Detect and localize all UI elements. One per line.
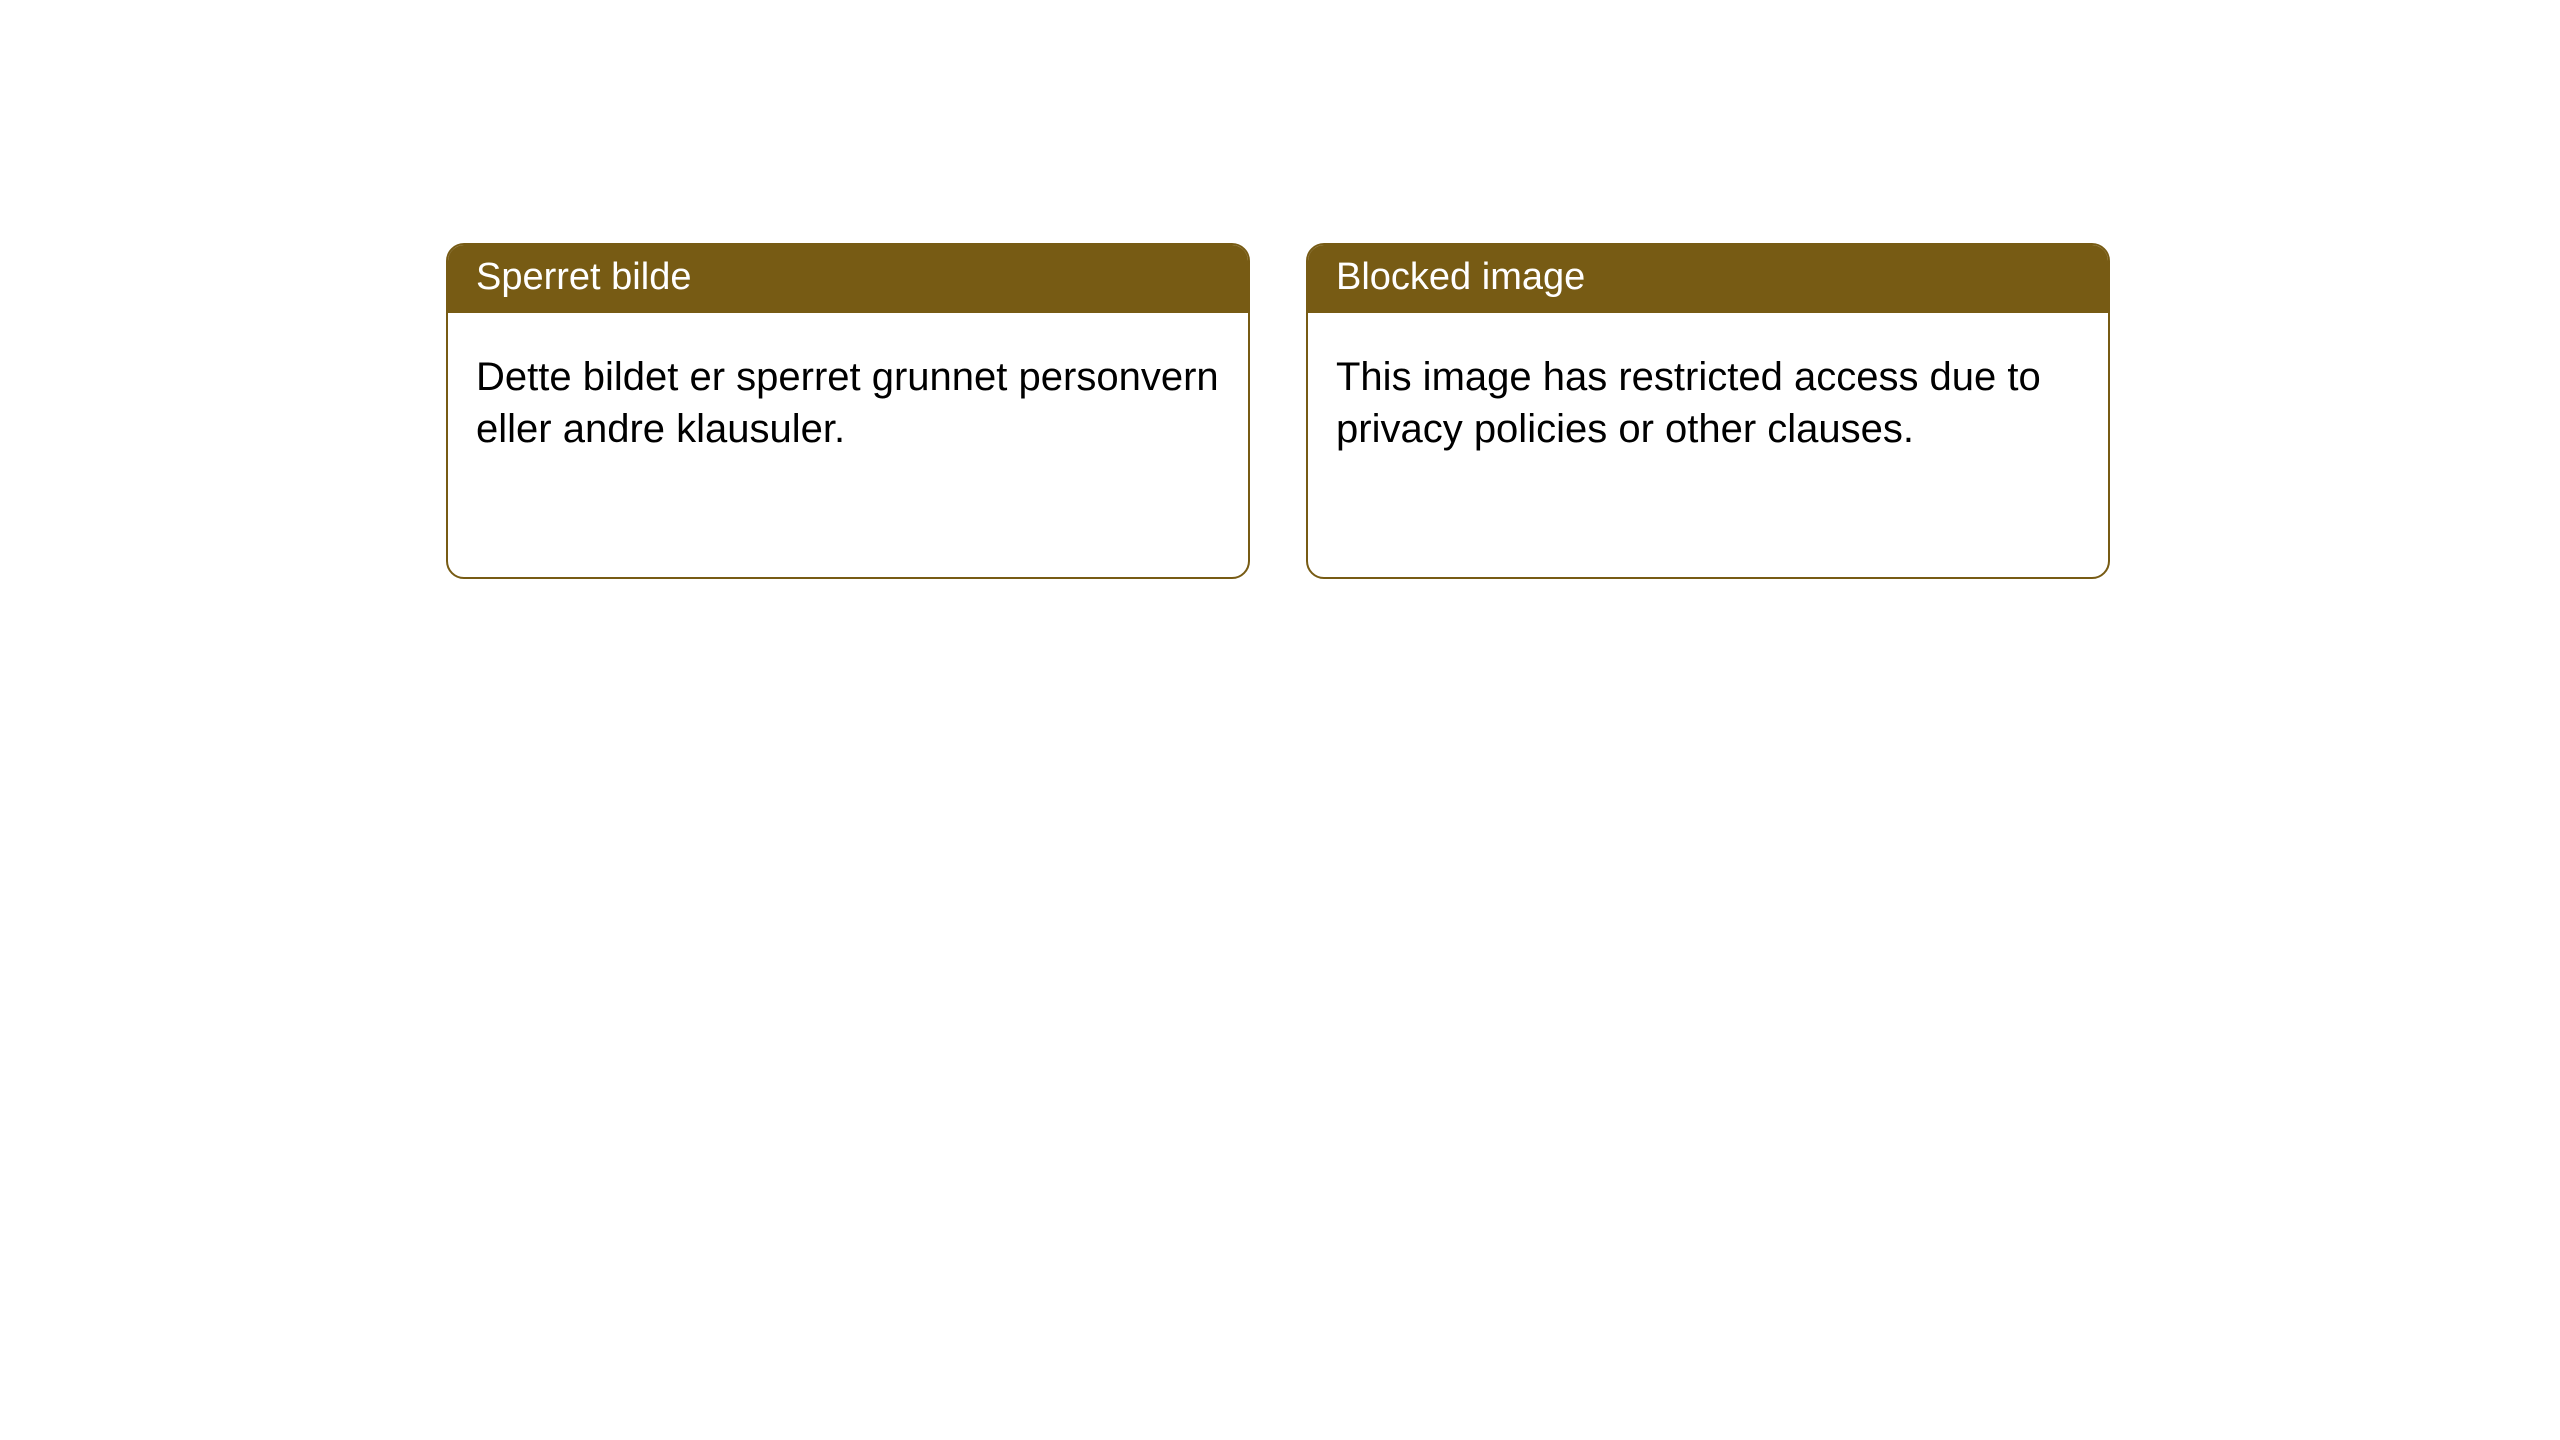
card-header: Blocked image bbox=[1308, 245, 2108, 313]
card-header: Sperret bilde bbox=[448, 245, 1248, 313]
notice-container: Sperret bilde Dette bildet er sperret gr… bbox=[0, 0, 2560, 579]
blocked-image-card-en: Blocked image This image has restricted … bbox=[1306, 243, 2110, 579]
card-body: This image has restricted access due to … bbox=[1308, 313, 2108, 483]
card-body: Dette bildet er sperret grunnet personve… bbox=[448, 313, 1248, 483]
blocked-image-card-no: Sperret bilde Dette bildet er sperret gr… bbox=[446, 243, 1250, 579]
